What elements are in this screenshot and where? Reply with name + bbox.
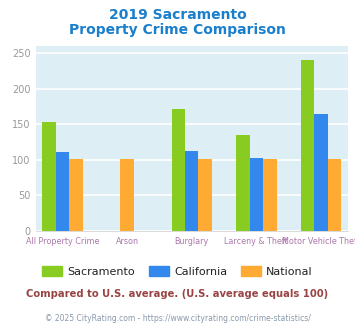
Bar [250, 158, 263, 231]
Bar [263, 159, 277, 231]
Text: Property Crime Comparison: Property Crime Comparison [69, 23, 286, 37]
Bar [198, 159, 212, 231]
Bar [42, 122, 56, 231]
Legend: Sacramento, California, National: Sacramento, California, National [38, 261, 317, 281]
Bar [236, 135, 250, 231]
Bar [314, 115, 328, 231]
Bar [171, 110, 185, 231]
Bar [120, 159, 134, 231]
Bar [69, 159, 83, 231]
Text: Compared to U.S. average. (U.S. average equals 100): Compared to U.S. average. (U.S. average … [26, 289, 329, 299]
Bar [328, 159, 341, 231]
Bar [185, 151, 198, 231]
Bar [56, 152, 69, 231]
Text: 2019 Sacramento: 2019 Sacramento [109, 8, 246, 22]
Text: © 2025 CityRating.com - https://www.cityrating.com/crime-statistics/: © 2025 CityRating.com - https://www.city… [45, 314, 310, 323]
Bar [301, 60, 314, 231]
